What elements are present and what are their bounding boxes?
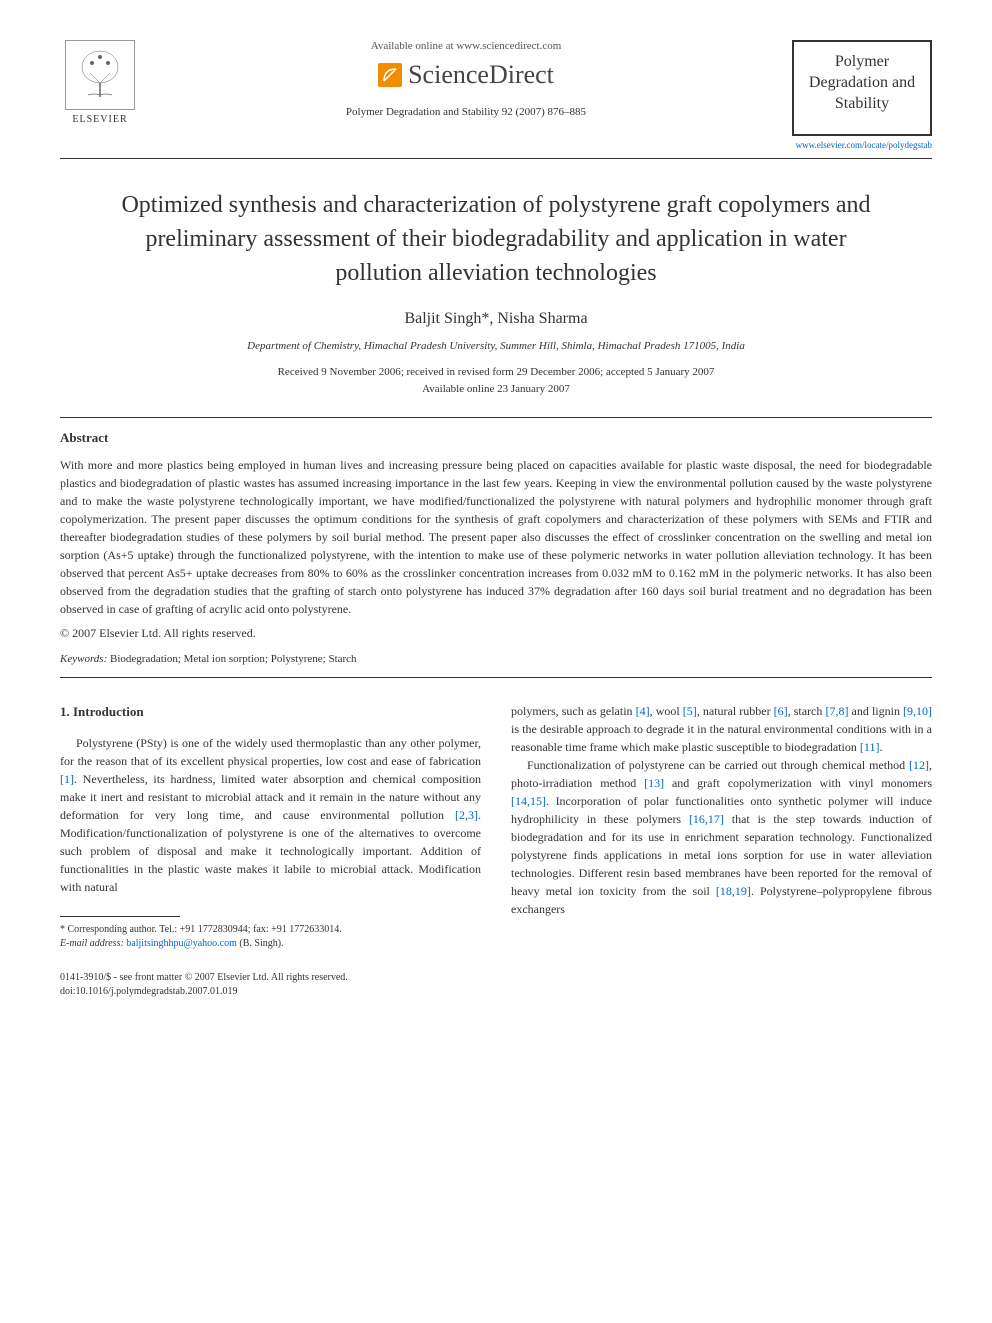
email-line: E-mail address: baljitsinghhpu@yahoo.com… (60, 937, 481, 951)
affiliation: Department of Chemistry, Himachal Prades… (60, 340, 932, 352)
keywords-label: Keywords: (60, 653, 107, 665)
intro-paragraph-1-cont: polymers, such as gelatin [4], wool [5],… (511, 702, 932, 756)
intro-paragraph-2: Functionalization of polystyrene can be … (511, 756, 932, 918)
ref-link-18-19[interactable]: [18,19] (716, 884, 751, 898)
body-columns: 1. Introduction Polystyrene (PSty) is on… (60, 702, 932, 999)
sciencedirect-brand: ScienceDirect (140, 60, 792, 90)
elsevier-logo: ELSEVIER (60, 40, 140, 130)
journal-name: Polymer Degradation and Stability (802, 52, 922, 114)
ref-link-12[interactable]: [12] (909, 758, 929, 772)
abstract-top-divider (60, 417, 932, 418)
ref-link-5[interactable]: [5] (683, 704, 697, 718)
elsevier-tree-icon (65, 40, 135, 110)
left-column: 1. Introduction Polystyrene (PSty) is on… (60, 702, 481, 999)
available-online-text: Available online at www.sciencedirect.co… (140, 40, 792, 52)
abstract-copyright: © 2007 Elsevier Ltd. All rights reserved… (60, 626, 932, 641)
email-link[interactable]: baljitsinghhpu@yahoo.com (126, 938, 237, 949)
keywords: Keywords: Biodegradation; Metal ion sorp… (60, 653, 932, 665)
footer-info: 0141-3910/$ - see front matter © 2007 El… (60, 971, 481, 999)
abstract-heading: Abstract (60, 430, 932, 446)
authors: Baljit Singh*, Nisha Sharma (60, 310, 932, 328)
journal-url-link[interactable]: www.elsevier.com/locate/polydegstab (792, 140, 932, 150)
center-header: Available online at www.sciencedirect.co… (140, 40, 792, 118)
dates-online: Available online 23 January 2007 (60, 381, 932, 398)
ref-link-2-3[interactable]: [2,3] (455, 808, 478, 822)
introduction-heading: 1. Introduction (60, 702, 481, 722)
abstract-bottom-divider (60, 677, 932, 678)
ref-link-9-10[interactable]: [9,10] (903, 704, 932, 718)
ref-link-13[interactable]: [13] (644, 776, 664, 790)
ref-link-1[interactable]: [1] (60, 772, 74, 786)
corresponding-author-footnote: * Corresponding author. Tel.: +91 177283… (60, 923, 481, 951)
ref-link-14-15[interactable]: [14,15] (511, 794, 546, 808)
dates-received: Received 9 November 2006; received in re… (60, 364, 932, 381)
keywords-text: Biodegradation; Metal ion sorption; Poly… (107, 653, 356, 665)
page-header: ELSEVIER Available online at www.science… (60, 40, 932, 150)
journal-box-container: Polymer Degradation and Stability www.el… (792, 40, 932, 150)
ref-link-6[interactable]: [6] (774, 704, 788, 718)
sciencedirect-icon (378, 63, 402, 87)
right-column: polymers, such as gelatin [4], wool [5],… (511, 702, 932, 999)
article-dates: Received 9 November 2006; received in re… (60, 364, 932, 397)
footnote-divider (60, 916, 180, 917)
intro-paragraph-1: Polystyrene (PSty) is one of the widely … (60, 734, 481, 896)
ref-link-4[interactable]: [4] (636, 704, 650, 718)
email-suffix: (B. Singh). (237, 938, 284, 949)
footer-line1: 0141-3910/$ - see front matter © 2007 El… (60, 971, 481, 985)
journal-box: Polymer Degradation and Stability (792, 40, 932, 136)
ref-link-11[interactable]: [11] (860, 740, 880, 754)
journal-reference: Polymer Degradation and Stability 92 (20… (140, 106, 792, 118)
ref-link-16-17[interactable]: [16,17] (689, 812, 724, 826)
ref-link-7-8[interactable]: [7,8] (825, 704, 848, 718)
header-divider (60, 158, 932, 159)
article-title: Optimized synthesis and characterization… (100, 189, 892, 290)
corresponding-author-text: * Corresponding author. Tel.: +91 177283… (60, 923, 481, 937)
footer-doi: doi:10.1016/j.polymdegradstab.2007.01.01… (60, 985, 481, 999)
email-label: E-mail address: (60, 938, 126, 949)
elsevier-label: ELSEVIER (72, 114, 127, 125)
abstract-text: With more and more plastics being employ… (60, 456, 932, 618)
sciencedirect-text: ScienceDirect (408, 60, 554, 90)
